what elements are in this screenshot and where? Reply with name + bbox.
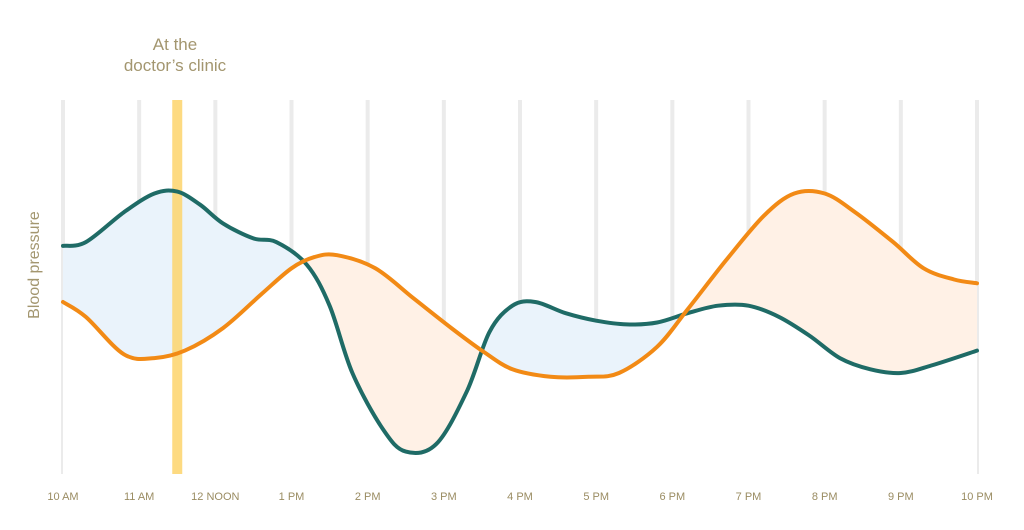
x-tick-label: 12 NOON bbox=[191, 491, 239, 503]
x-tick-label: 7 PM bbox=[736, 491, 762, 503]
x-tick-label: 8 PM bbox=[812, 491, 838, 503]
annotation-doctors-clinic: At the doctor’s clinic bbox=[75, 34, 275, 76]
x-tick-label: 10 PM bbox=[961, 491, 993, 503]
x-tick-label: 10 AM bbox=[47, 491, 78, 503]
x-tick-label: 3 PM bbox=[431, 491, 457, 503]
y-axis-title: Blood pressure bbox=[26, 211, 43, 319]
annotation-line-1: At the bbox=[152, 35, 198, 54]
orange-series-line bbox=[61, 188, 979, 380]
x-tick-label: 4 PM bbox=[507, 491, 533, 503]
x-axis-ticks: 10 AM 11 AM 12 NOON 1 PM 2 PM 3 PM 4 PM 5 PM 6 P… bbox=[47, 491, 992, 503]
x-tick-label: 1 PM bbox=[279, 491, 305, 503]
annotation-line-2: doctor’s clinic bbox=[123, 56, 227, 75]
x-tick-label: 6 PM bbox=[659, 491, 685, 503]
teal-series-line bbox=[61, 188, 979, 455]
series-lines bbox=[61, 188, 979, 455]
x-tick-label: 5 PM bbox=[583, 491, 609, 503]
x-tick-label: 2 PM bbox=[355, 491, 381, 503]
x-tick-label: 11 AM bbox=[124, 491, 154, 503]
clinic-visit-highlight bbox=[172, 100, 183, 474]
x-tick-label: 9 PM bbox=[888, 491, 914, 503]
